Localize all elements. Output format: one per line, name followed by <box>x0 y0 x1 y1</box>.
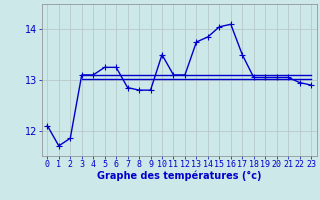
X-axis label: Graphe des températures (°c): Graphe des températures (°c) <box>97 171 261 181</box>
